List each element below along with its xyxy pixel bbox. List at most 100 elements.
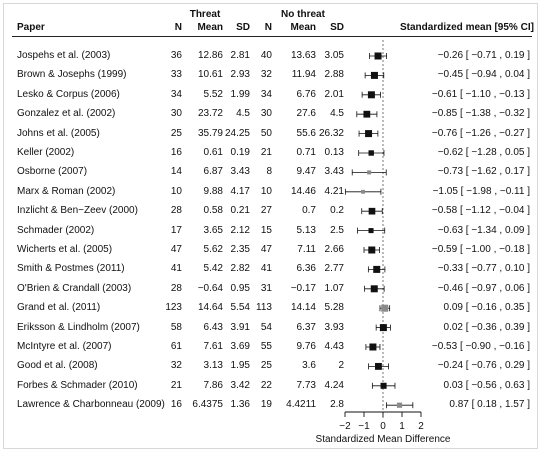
no-threat-n-cell: 30 — [260, 108, 272, 120]
effect-size-cell: 0.02 [ −0.36 , 0.39 ] — [443, 321, 530, 333]
threat-n-cell: 30 — [170, 108, 182, 120]
figure-border — [3, 3, 538, 449]
no-threat-n-cell: 40 — [260, 50, 272, 61]
no-threat-mean-cell: 27.6 — [296, 108, 316, 120]
point-estimate — [367, 91, 375, 99]
point-estimate — [363, 110, 371, 118]
x-tick-label: −2 — [339, 421, 351, 432]
no-threat-sd-cell: 2.5 — [330, 224, 344, 236]
threat-n-cell: 16 — [170, 147, 182, 158]
effect-size-cell: −0.62 [ −1.28 , 0.05 ] — [437, 147, 530, 158]
no-threat-mean-cell: −0.17 — [290, 282, 316, 294]
threat-mean-cell: 3.13 — [203, 360, 223, 372]
no-threat-mean-cell: 0.7 — [302, 205, 316, 217]
threat-n-cell: 25 — [170, 127, 182, 139]
header-threat-n: N — [174, 22, 182, 33]
threat-n-cell: 10 — [170, 185, 182, 197]
threat-sd-cell: 1.36 — [230, 399, 250, 411]
threat-sd-cell: 3.43 — [230, 166, 250, 178]
paper-cell: Good et al. (2008) — [17, 360, 98, 372]
threat-n-cell: 34 — [170, 88, 182, 100]
no-threat-mean-cell: 4.4211 — [286, 399, 316, 411]
point-estimate — [369, 343, 377, 351]
threat-n-cell: 14 — [170, 166, 182, 178]
effect-size-cell: −0.59 [ −1.00 , −0.18 ] — [431, 244, 530, 255]
no-threat-mean-cell: 5.13 — [296, 224, 316, 236]
paper-cell: McIntyre et al. (2007) — [17, 341, 112, 352]
no-threat-n-cell: 31 — [260, 282, 272, 294]
point-estimate — [396, 402, 403, 408]
point-estimate — [380, 382, 387, 389]
no-threat-n-cell: 32 — [260, 69, 272, 81]
point-estimate — [367, 170, 372, 175]
paper-cell: Gonzalez et al. (2002) — [17, 108, 116, 120]
threat-mean-cell: −0.64 — [197, 282, 223, 294]
no-threat-mean-cell: 14.14 — [290, 302, 316, 314]
effect-size-cell: 0.03 [ −0.56 , 0.63 ] — [443, 379, 530, 391]
no-threat-sd-cell: 4.5 — [330, 108, 344, 120]
no-threat-mean-cell: 6.76 — [296, 88, 316, 100]
threat-mean-cell: 23.72 — [197, 108, 223, 120]
no-threat-n-cell: 47 — [260, 244, 272, 255]
threat-sd-cell: 0.95 — [230, 282, 250, 294]
threat-sd-cell: 5.54 — [230, 302, 250, 314]
point-estimate — [379, 324, 387, 332]
no-threat-sd-cell: 2.8 — [330, 399, 344, 411]
no-threat-n-cell: 15 — [260, 224, 272, 236]
header-no-threat-n: N — [264, 22, 272, 33]
paper-cell: Brown & Josephs (1999) — [17, 69, 127, 81]
effect-size-cell: 0.87 [ 0.18 , 1.57 ] — [449, 399, 530, 411]
threat-sd-cell: 4.17 — [230, 185, 250, 197]
effect-size-cell: −0.26 [ −0.71 , 0.19 ] — [437, 50, 530, 61]
paper-cell: Marx & Roman (2002) — [17, 185, 116, 197]
no-threat-mean-cell: 9.47 — [296, 166, 316, 178]
no-threat-n-cell: 113 — [256, 302, 272, 314]
threat-mean-cell: 12.86 — [197, 50, 223, 61]
effect-size-cell: −0.63 [ −1.34 , 0.09 ] — [437, 224, 530, 236]
threat-mean-cell: 0.58 — [203, 205, 223, 217]
x-tick-label: −1 — [358, 421, 370, 432]
header-threat-group: Threat — [189, 9, 221, 20]
paper-cell: Lesko & Corpus (2006) — [17, 88, 120, 100]
threat-sd-cell: 0.21 — [230, 205, 250, 217]
no-threat-sd-cell: 5.28 — [324, 302, 344, 314]
header-threat-mean: Mean — [197, 22, 223, 33]
paper-cell: Grand et al. (2011) — [17, 302, 101, 314]
threat-n-cell: 28 — [170, 282, 182, 294]
paper-cell: Inzlicht & Ben−Zeev (2000) — [17, 205, 138, 217]
threat-mean-cell: 5.62 — [203, 244, 223, 255]
threat-sd-cell: 3.91 — [230, 321, 250, 333]
paper-cell: Wicherts et al. (2005) — [17, 244, 113, 255]
threat-sd-cell: 2.93 — [230, 69, 250, 81]
threat-mean-cell: 6.87 — [203, 166, 223, 178]
header-paper: Paper — [17, 22, 45, 33]
effect-size-cell: −0.61 [ −1.10 , −0.13 ] — [431, 88, 530, 100]
x-tick-label: 0 — [380, 421, 386, 432]
threat-sd-cell: 2.81 — [230, 50, 250, 61]
no-threat-n-cell: 10 — [260, 185, 272, 197]
threat-mean-cell: 35.79 — [197, 127, 223, 139]
threat-sd-cell: 2.12 — [230, 224, 250, 236]
threat-mean-cell: 5.42 — [203, 263, 223, 275]
threat-sd-cell: 3.69 — [230, 341, 250, 352]
no-threat-n-cell: 19 — [260, 399, 272, 411]
no-threat-n-cell: 21 — [260, 147, 272, 158]
threat-mean-cell: 9.88 — [203, 185, 223, 197]
threat-mean-cell: 3.65 — [203, 224, 223, 236]
threat-n-cell: 41 — [170, 263, 182, 275]
effect-size-cell: −0.76 [ −1.26 , −0.27 ] — [431, 127, 530, 139]
no-threat-mean-cell: 14.46 — [290, 185, 316, 197]
no-threat-n-cell: 55 — [260, 341, 272, 352]
threat-n-cell: 36 — [170, 50, 182, 61]
threat-n-cell: 33 — [170, 69, 182, 81]
point-estimate — [374, 52, 382, 60]
threat-sd-cell: 0.19 — [230, 147, 250, 158]
threat-sd-cell: 2.35 — [230, 244, 250, 255]
point-estimate — [375, 362, 382, 370]
x-tick-label: 1 — [399, 421, 405, 432]
no-threat-mean-cell: 7.11 — [297, 244, 316, 255]
x-tick-label: 2 — [418, 421, 424, 432]
threat-n-cell: 17 — [170, 224, 182, 236]
